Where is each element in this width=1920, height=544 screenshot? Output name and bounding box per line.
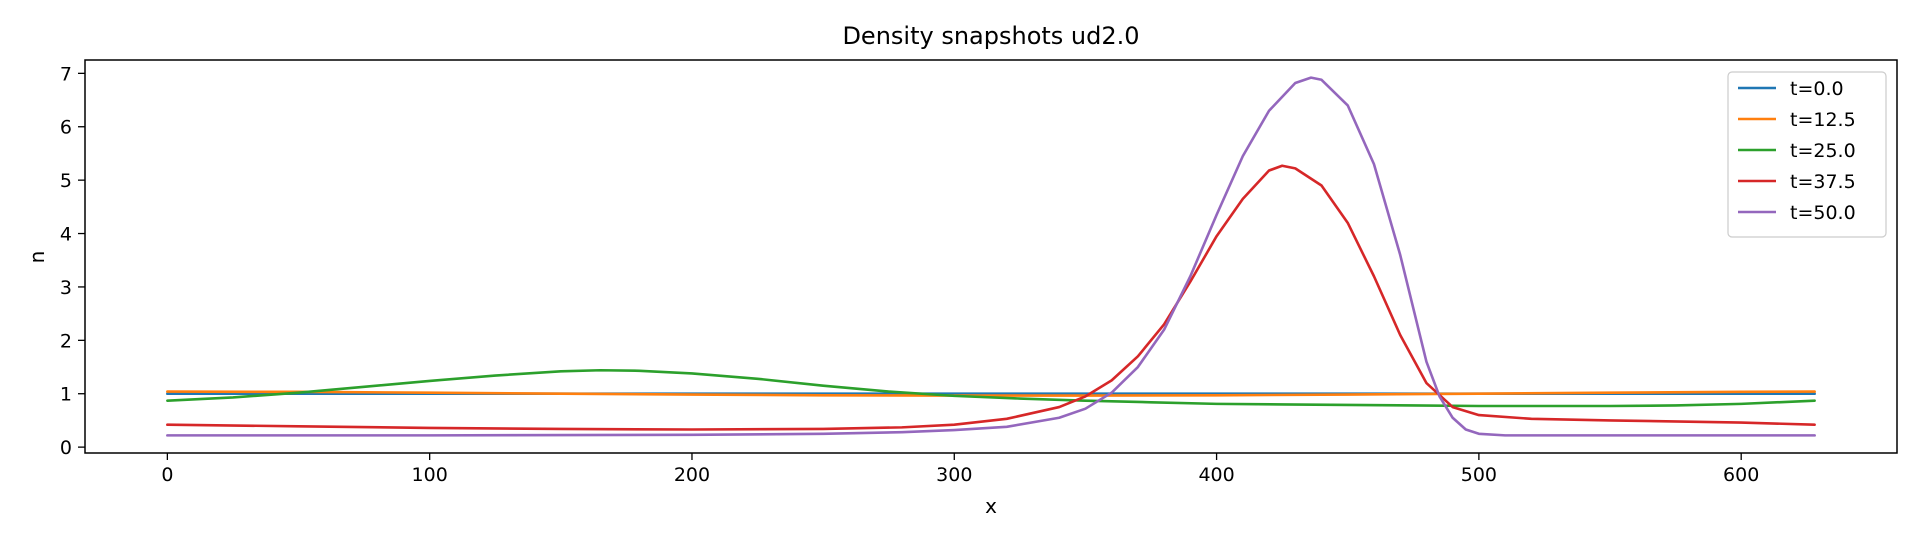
- legend-label-1: t=12.5: [1790, 109, 1856, 131]
- plot-frame: [84, 59, 1898, 454]
- legend-box: [1727, 71, 1887, 238]
- x-tick-label-2: 200: [674, 464, 710, 486]
- series-line-3: [166, 164, 1816, 431]
- x-tick-label-0: 0: [161, 464, 173, 486]
- x-tick-label-5: 500: [1461, 464, 1497, 486]
- y-tick-label-4: 4: [60, 224, 72, 246]
- x-axis-label: x: [985, 494, 997, 518]
- y-tick-label-7: 7: [60, 63, 72, 85]
- legend: t=0.0 t=12.5 t=25.0 t=37.5 t=50.0: [1727, 71, 1887, 238]
- x-tick-label-6: 600: [1723, 464, 1759, 486]
- x-tick-label-4: 400: [1198, 464, 1234, 486]
- y-tick-label-2: 2: [60, 330, 72, 352]
- legend-label-4: t=50.0: [1790, 202, 1856, 224]
- y-axis: 0 1 2 3 4 5 6 7: [60, 63, 85, 459]
- legend-label-3: t=37.5: [1790, 171, 1856, 193]
- y-tick-label-5: 5: [60, 170, 72, 192]
- series-line-1: [166, 390, 1816, 397]
- plot-series: [166, 76, 1816, 437]
- y-axis-label: n: [25, 251, 49, 264]
- y-tick-label-0: 0: [60, 437, 72, 459]
- legend-label-2: t=25.0: [1790, 140, 1856, 162]
- series-line-4: [166, 76, 1816, 437]
- y-tick-label-6: 6: [60, 117, 72, 139]
- y-tick-label-3: 3: [60, 277, 72, 299]
- series-line-2: [166, 368, 1816, 408]
- x-tick-label-1: 100: [412, 464, 448, 486]
- legend-label-0: t=0.0: [1790, 78, 1844, 100]
- x-axis: 0 100 200 300 400 500 600: [161, 453, 1759, 486]
- x-tick-label-3: 300: [936, 464, 972, 486]
- y-tick-label-1: 1: [60, 384, 72, 406]
- chart-title: Density snapshots ud2.0: [842, 22, 1139, 50]
